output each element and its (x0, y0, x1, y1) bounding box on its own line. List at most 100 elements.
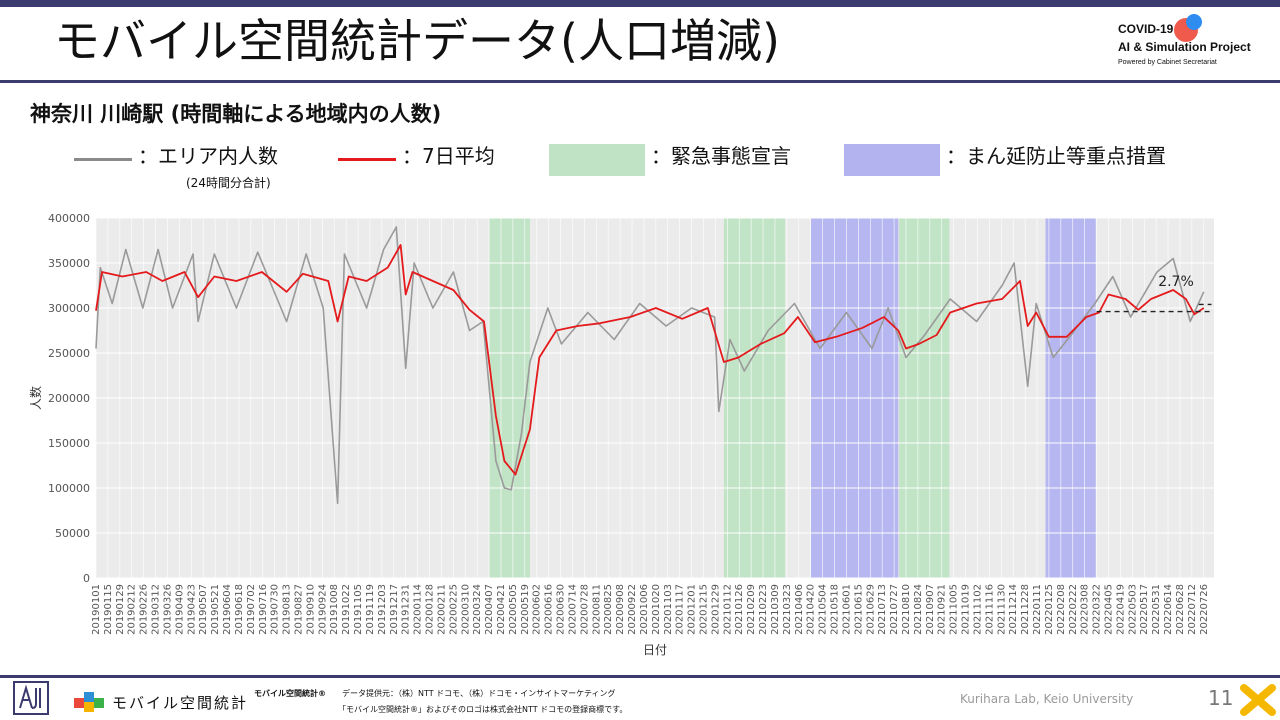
logo-line2: AI & Simulation Project (1118, 40, 1251, 54)
x-tick-label: 20220322 (1092, 584, 1103, 635)
logo-line3: Powered by Cabinet Secretariat (1118, 59, 1217, 66)
x-tick-label: 20201117 (675, 584, 686, 635)
x-tick-label: 20191119 (365, 584, 376, 635)
y-tick-label: 250000 (48, 347, 90, 360)
x-tick-label: 20200407 (484, 584, 495, 635)
x-tick-label: 20201006 (639, 584, 650, 635)
x-tick-label: 20190924 (317, 584, 328, 635)
logo-line1: COVID-19 (1118, 22, 1174, 36)
legend-priority-label: ：まん延防止等重点措置 (946, 144, 1166, 168)
x-tick-label: 20210126 (734, 584, 745, 635)
x-tick-label: 20200811 (591, 584, 602, 635)
brand-logo-text: モバイル空間統計 (112, 694, 249, 712)
x-tick-label: 20200225 (448, 584, 459, 635)
x-tick-label: 20220712 (1187, 584, 1198, 635)
x-tick-label: 20201215 (698, 584, 709, 635)
x-tick-label: 20210112 (722, 584, 733, 635)
legend-daily-label: ：エリア内人数 (138, 144, 278, 168)
x-tick-label: 20211005 (949, 584, 960, 635)
x-tick-label: 20201103 (663, 584, 674, 635)
y-tick-label: 50000 (55, 527, 90, 540)
x-tick-label: 20210727 (889, 584, 900, 635)
legend-emergency-swatch (549, 144, 645, 176)
chart-subtitle: 神奈川 川崎駅 (時間軸による地域内の人数) (30, 102, 442, 126)
project-logo: COVID-19 AI & Simulation Project Powered… (1118, 14, 1278, 74)
x-tick-label: 20190101 (91, 584, 102, 635)
x-tick-label: 20220419 (1115, 584, 1126, 635)
header-divider (0, 80, 1280, 83)
x-mark-icon (1240, 684, 1276, 716)
population-chart: 0 50000 100000 150000 200000 250000 300000 3500… (28, 212, 1214, 657)
legend-daily-note: (24時間分合計) (186, 176, 271, 190)
mobile-stats-logo-icon (74, 692, 104, 712)
x-tick-label: 20211130 (996, 584, 1007, 635)
x-tick-label: 20211214 (1008, 584, 1019, 635)
x-tick-label: 20210406 (794, 584, 805, 635)
series-7day-average-line (95, 244, 1205, 476)
x-tick-label: 20191217 (389, 584, 400, 635)
x-tick-label: 20210518 (830, 584, 841, 635)
x-tick-label: 20210309 (770, 584, 781, 635)
lab-credit: Kurihara Lab, Keio University (960, 692, 1134, 706)
x-tick-label: 20190129 (115, 584, 126, 635)
x-tick-label: 20210223 (758, 584, 769, 635)
x-tick-label: 20190507 (198, 584, 209, 635)
x-tick-label: 20200310 (460, 584, 471, 635)
y-tick-label: 400000 (48, 212, 90, 225)
x-tick-label: 20210824 (913, 584, 924, 635)
x-tick-label: 20191231 (401, 584, 412, 635)
y-tick-label: 300000 (48, 302, 90, 315)
page-title: モバイル空間統計データ(人口増減) (54, 14, 780, 68)
series-daily-line (95, 226, 1205, 505)
x-tick-label: 20200714 (567, 584, 578, 635)
x-tick-label: 20220726 (1199, 584, 1210, 635)
legend-avg-label: ：7日平均 (402, 144, 495, 168)
x-tick-label: 20200616 (544, 584, 555, 635)
legend-daily-swatch (74, 158, 132, 161)
x-tick-label: 20190521 (210, 584, 221, 635)
logo-blue-dot (1186, 14, 1202, 30)
x-tick-label: 20201201 (687, 584, 698, 635)
x-tick-label: 20190409 (174, 584, 185, 635)
x-tick-label: 20200922 (627, 584, 638, 635)
x-tick-label: 20201020 (651, 584, 662, 635)
x-tick-label: 20220405 (1103, 584, 1114, 635)
x-tick-label: 20210209 (746, 584, 757, 635)
x-tick-label: 20191203 (377, 584, 388, 635)
x-tick-label: 20190716 (258, 584, 269, 635)
x-tick-label: 20200908 (615, 584, 626, 635)
x-tick-label: 20190813 (282, 584, 293, 635)
x-tick-label: 20220531 (1151, 584, 1162, 635)
legend-avg-swatch (338, 158, 396, 161)
y-tick-label: 100000 (48, 482, 90, 495)
x-tick-label: 20210629 (865, 584, 876, 635)
university-mark-icon (13, 681, 49, 715)
x-tick-label: 20190910 (305, 584, 316, 635)
x-tick-label: 20210810 (901, 584, 912, 635)
x-tick-label: 20220517 (1139, 584, 1150, 635)
trademark-note: 「モバイル空間統計®」およびそのロゴは株式会社NTT ドコモの登録商標です。 (338, 705, 628, 714)
y-tick-label: 350000 (48, 257, 90, 270)
x-tick-label: 20200114 (413, 584, 424, 635)
x-tick-label: 20220628 (1175, 584, 1186, 635)
x-tick-label: 20190604 (222, 584, 233, 635)
x-tick-label: 20210921 (937, 584, 948, 635)
x-tick-label: 20210420 (806, 584, 817, 635)
x-tick-label: 20190827 (293, 584, 304, 635)
x-tick-label: 20220614 (1163, 584, 1174, 635)
x-tick-label: 20210323 (782, 584, 793, 635)
data-provider: データ提供元：（株）NTT ドコモ、（株）ドコモ・インサイトマーケティング (342, 689, 616, 698)
x-tick-label: 20220125 (1044, 584, 1055, 635)
x-tick-label: 20210713 (877, 584, 888, 635)
x-tick-label: 20210615 (853, 584, 864, 635)
x-tick-label: 20190702 (246, 584, 257, 635)
footer-divider (0, 675, 1280, 678)
x-tick-label: 20211019 (961, 584, 972, 635)
reference-change-label: 2.7% (1158, 274, 1194, 290)
x-tick-label: 20190618 (234, 584, 245, 635)
x-tick-label: 20190423 (186, 584, 197, 635)
x-tick-label: 20200505 (508, 584, 519, 635)
x-tick-label: 20191105 (353, 584, 364, 635)
x-tick-label: 20191022 (341, 584, 352, 635)
x-tick-label: 20200211 (436, 584, 447, 635)
